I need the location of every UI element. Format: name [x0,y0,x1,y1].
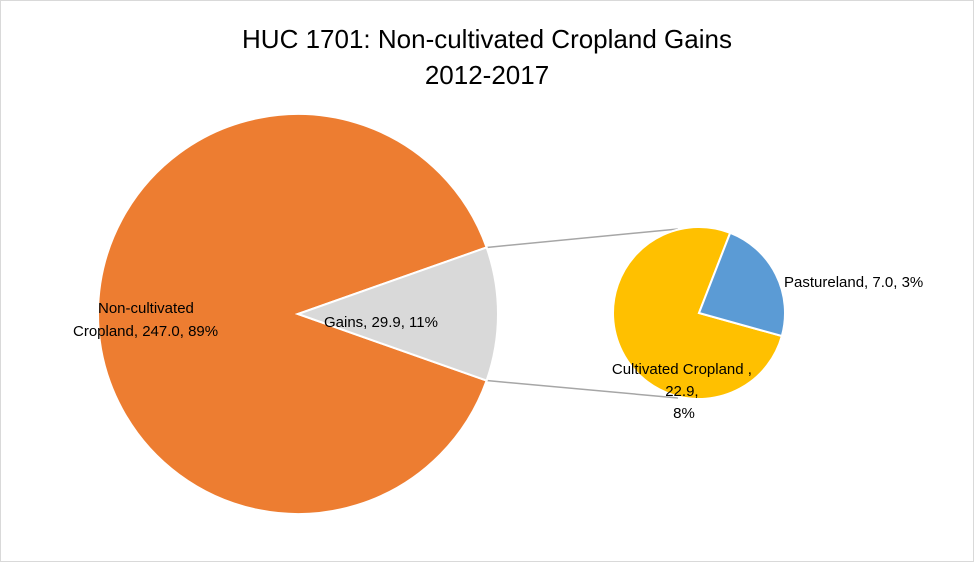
chart-title: HUC 1701: Non-cultivated Cropland Gains … [1,21,973,93]
slice-pastureland [697,231,786,338]
slice-label-gains: Gains, 29.9, 11% [324,314,438,331]
connector-line-lower [486,379,679,399]
slice-label-cultivated-cropland: Cultivated Cropland , 22.9, 8% [612,361,756,422]
chart-title-line-2: 2012-2017 [424,60,550,90]
slice-gains [294,246,499,382]
connector-lines [486,228,679,399]
slice-non-cultivated-cropland [97,113,488,515]
slice-label-non-cultivated-cropland: Non-cultivated Cropland, 247.0, 89% [73,300,218,340]
chart-title-line-1: HUC 1701: Non-cultivated Cropland Gains [242,24,732,54]
connector-line-upper [486,228,679,249]
secondary-pie [612,226,786,400]
slice-cultivated-cropland [612,226,784,400]
slice-label-pastureland: Pastureland, 7.0, 3% [784,274,923,291]
main-pie [97,113,499,515]
